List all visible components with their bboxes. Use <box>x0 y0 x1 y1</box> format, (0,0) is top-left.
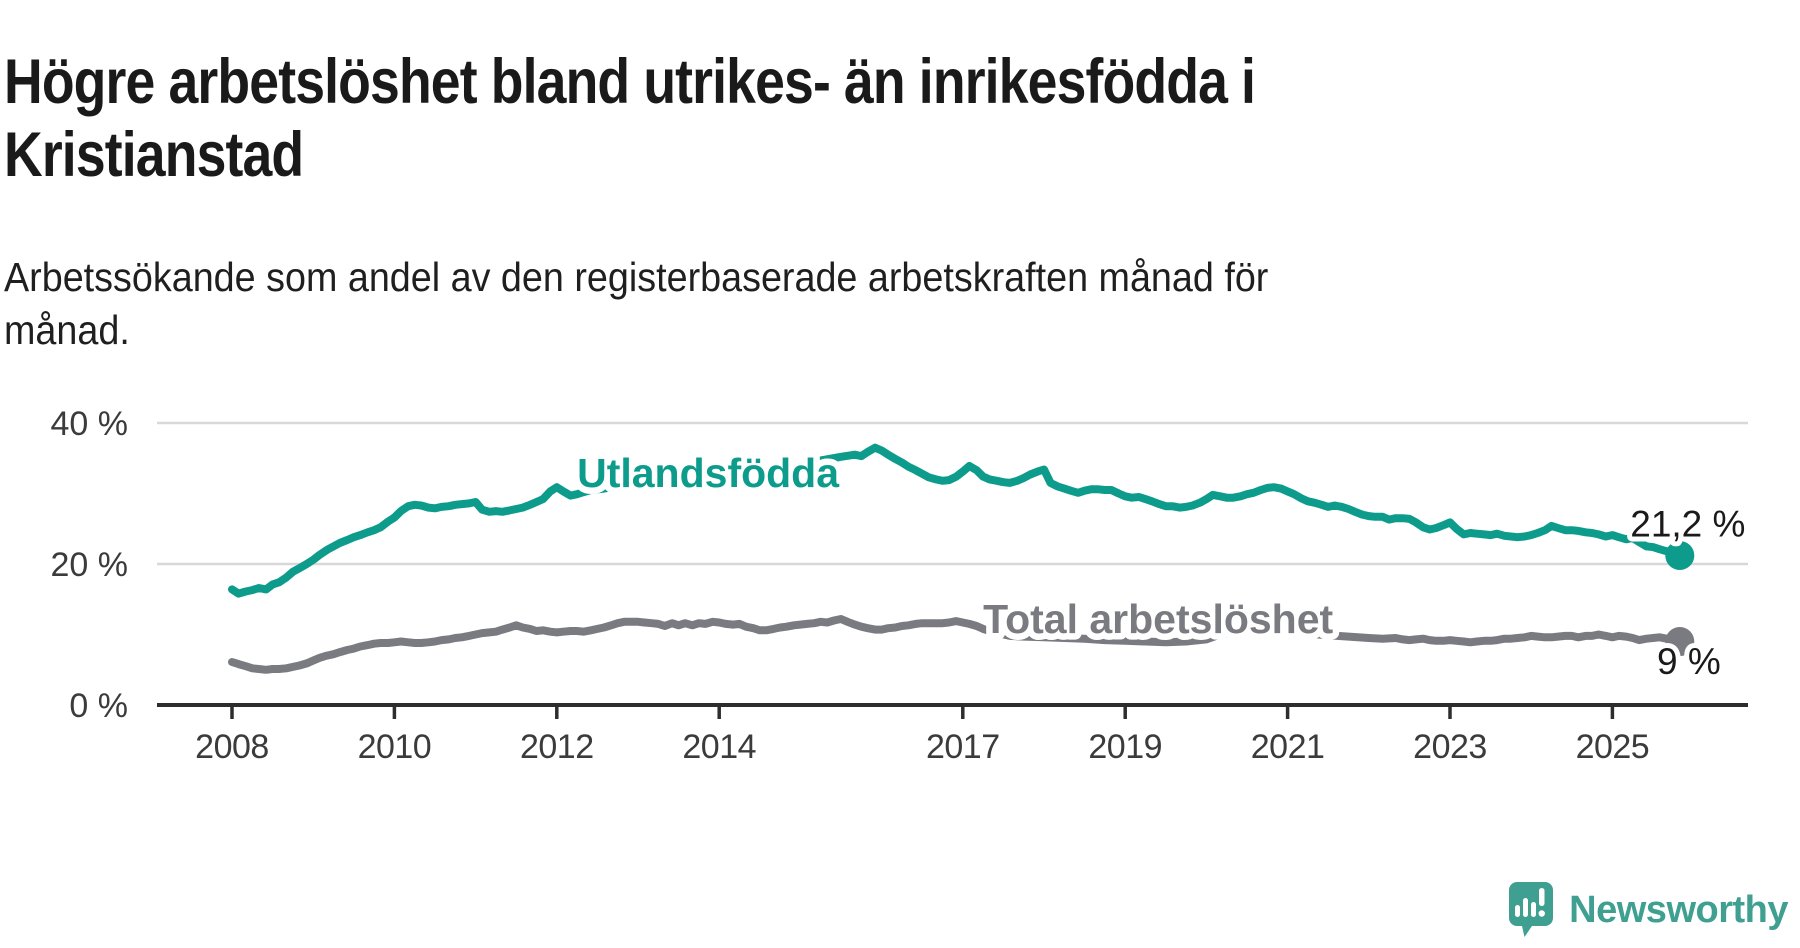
series-label-total: Total arbetslöshet <box>983 596 1333 642</box>
x-tick-label-2014: 2014 <box>682 728 756 766</box>
series-line-utlandsfodda <box>228 443 1684 598</box>
series-line-total <box>228 615 1684 674</box>
series-end-value-utlandsfodda: 21,2 % <box>1630 504 1745 545</box>
y-tick-label-20: 20 % <box>51 546 129 584</box>
x-tick-label-2025: 2025 <box>1576 728 1650 766</box>
page-subtitle-line-1: Arbetssökande som andel av den registerb… <box>4 254 1269 300</box>
x-tick-label-2023: 2023 <box>1413 728 1487 766</box>
y-tick-label-0: 0 % <box>69 687 128 725</box>
page-title-line-1: Högre arbetslöshet bland utrikes- än inr… <box>4 47 1256 118</box>
y-tick-label-40: 40 % <box>51 405 129 443</box>
newsworthy-logo: Newsworthy <box>1506 880 1788 940</box>
series-end-dot-utlandsfodda <box>1665 541 1695 571</box>
page-subtitle: Arbetssökande som andel av den registerb… <box>4 251 1439 358</box>
series-end-value-total: 9 % <box>1657 641 1721 682</box>
x-tick-label-2008: 2008 <box>195 728 269 766</box>
page-subtitle-line-2: månad. <box>4 307 130 354</box>
x-tick-label-2019: 2019 <box>1088 728 1162 766</box>
x-tick-label-2017: 2017 <box>926 728 1000 766</box>
series-end-dot-total <box>1665 627 1695 657</box>
series-label-utlandsfodda: Utlandsfödda <box>577 450 840 496</box>
page-title: Högre arbetslöshet bland utrikes- än inr… <box>4 46 1415 192</box>
x-tick-label-2021: 2021 <box>1251 728 1325 766</box>
page-title-line-2: Kristianstad <box>4 120 304 191</box>
x-tick-label-2010: 2010 <box>358 728 432 766</box>
newsworthy-bubble-icon <box>1509 882 1554 937</box>
newsworthy-wordmark: Newsworthy <box>1569 888 1788 931</box>
x-tick-label-2012: 2012 <box>520 728 594 766</box>
